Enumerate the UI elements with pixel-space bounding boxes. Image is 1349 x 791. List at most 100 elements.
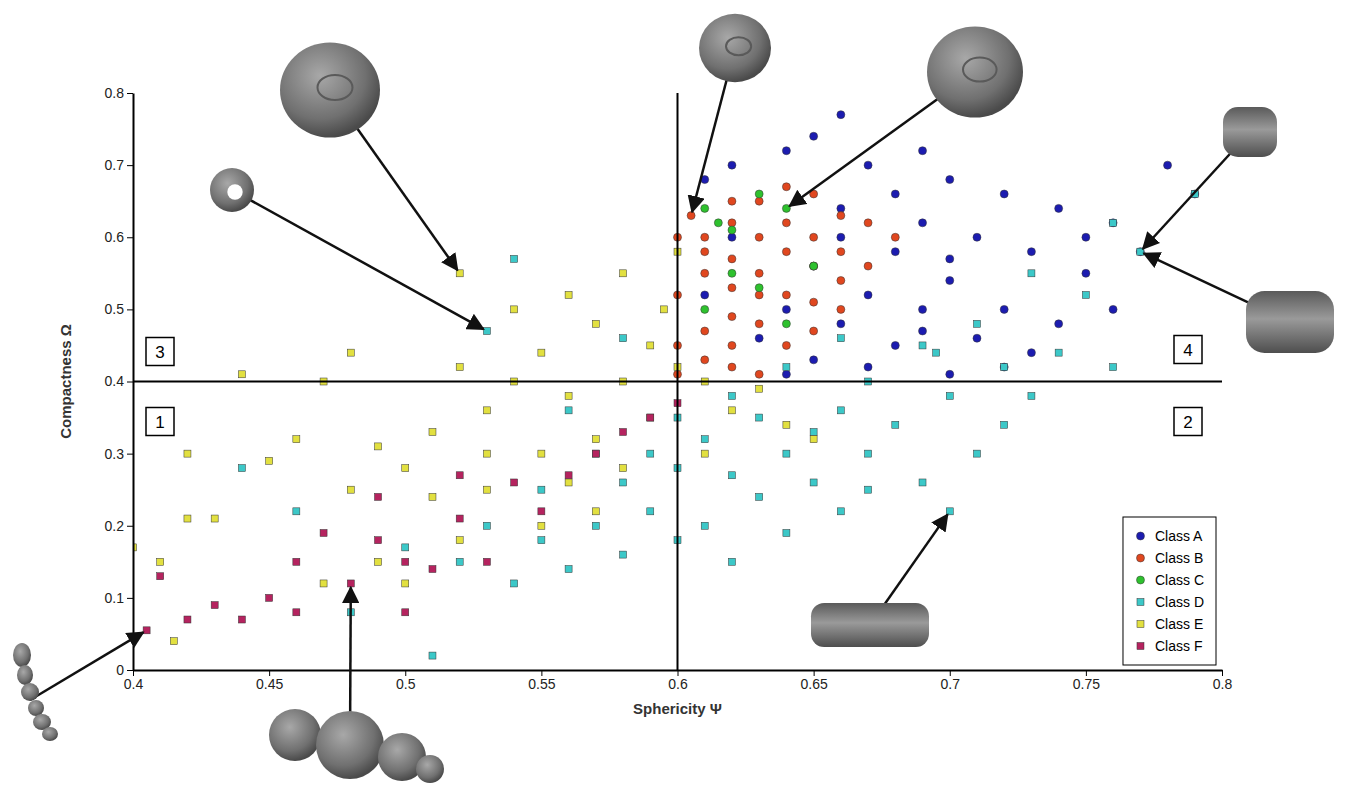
icon-body <box>416 755 444 783</box>
plot-area: 0.40.450.50.550.60.650.70.750.800.10.20.… <box>105 85 1233 692</box>
quadrant-label-box <box>1174 408 1202 436</box>
x-tick-label: 0.65 <box>801 676 828 692</box>
point <box>701 356 709 364</box>
quadrant-label-text: 2 <box>1183 413 1192 432</box>
y-tick-label: 0.5 <box>105 301 125 317</box>
icon-body <box>21 683 39 701</box>
point <box>347 580 354 587</box>
x-tick: 0.8 <box>1213 670 1233 692</box>
quadrant-label-box <box>146 408 174 436</box>
icon-body <box>316 711 384 779</box>
point <box>1000 305 1008 313</box>
x-tick-label: 0.7 <box>941 676 961 692</box>
point <box>647 414 654 421</box>
point <box>1082 291 1089 298</box>
quadrant-label-text: 3 <box>155 343 164 362</box>
icon-body <box>13 643 31 667</box>
icon-body <box>42 727 58 741</box>
y-tick-mark <box>127 165 133 166</box>
icon-detail <box>726 37 751 55</box>
point <box>1055 349 1062 356</box>
legend-label: Class F <box>1155 638 1202 654</box>
icon-body <box>1246 291 1334 353</box>
point <box>728 269 736 277</box>
point <box>810 479 817 486</box>
point <box>620 551 627 558</box>
point <box>865 450 872 457</box>
point <box>1055 204 1063 212</box>
x-tick-label: 0.45 <box>256 676 283 692</box>
point <box>456 472 463 479</box>
point <box>1082 233 1090 241</box>
y-tick: 0.2 <box>105 518 133 534</box>
point <box>511 479 518 486</box>
icon-body <box>811 603 929 647</box>
point <box>592 522 599 529</box>
point <box>891 341 899 349</box>
point <box>1027 349 1035 357</box>
x-tick: 0.7 <box>941 670 961 692</box>
point <box>483 558 490 565</box>
particle-icon <box>927 26 1023 117</box>
legend-label: Class A <box>1155 528 1203 544</box>
point <box>701 450 708 457</box>
point <box>620 479 627 486</box>
particle-icon <box>269 709 444 783</box>
point <box>973 233 981 241</box>
point <box>755 233 763 241</box>
point <box>538 508 545 515</box>
point <box>783 450 790 457</box>
icon-detail <box>963 58 997 82</box>
point <box>1028 392 1035 399</box>
legend-item: Class F <box>1137 638 1202 654</box>
point <box>647 342 654 349</box>
particle-icon <box>699 14 771 82</box>
legend-item: Class E <box>1137 616 1203 632</box>
point <box>620 270 627 277</box>
point <box>755 269 763 277</box>
point <box>211 515 218 522</box>
x-axis: 0.40.450.50.550.60.650.70.750.8 <box>124 670 1233 692</box>
point <box>701 327 709 335</box>
point <box>483 450 490 457</box>
point <box>782 305 790 313</box>
icon-body <box>927 26 1023 117</box>
y-tick-label: 0.4 <box>105 373 125 389</box>
point <box>728 255 736 263</box>
point <box>810 327 818 335</box>
point <box>1082 269 1090 277</box>
point <box>293 508 300 515</box>
point <box>1028 270 1035 277</box>
point <box>946 255 954 263</box>
point <box>892 421 899 428</box>
point <box>1136 248 1144 256</box>
annotations <box>13 14 1334 783</box>
point <box>238 465 245 472</box>
point <box>375 493 382 500</box>
y-tick-label: 0.1 <box>105 590 125 606</box>
point <box>538 537 545 544</box>
point <box>647 450 654 457</box>
point <box>1110 364 1117 371</box>
y-tick-mark <box>127 670 133 671</box>
series-4 <box>133 248 817 644</box>
point <box>756 414 763 421</box>
icon-hole <box>227 184 242 199</box>
point <box>810 262 818 270</box>
point <box>810 436 817 443</box>
point <box>837 407 844 414</box>
series-2 <box>701 190 818 328</box>
point <box>783 421 790 428</box>
point <box>429 652 436 659</box>
y-axis: 00.10.20.30.40.50.60.70.8 <box>105 85 134 678</box>
point <box>620 428 627 435</box>
point <box>810 262 818 270</box>
point <box>483 486 490 493</box>
quadrant-label: 3 <box>146 338 174 366</box>
legend-marker <box>1137 643 1144 650</box>
x-axis-title: Sphericity Ψ <box>633 700 722 717</box>
point <box>238 616 245 623</box>
point <box>347 349 354 356</box>
point <box>170 638 177 645</box>
icon-detail <box>318 75 353 100</box>
